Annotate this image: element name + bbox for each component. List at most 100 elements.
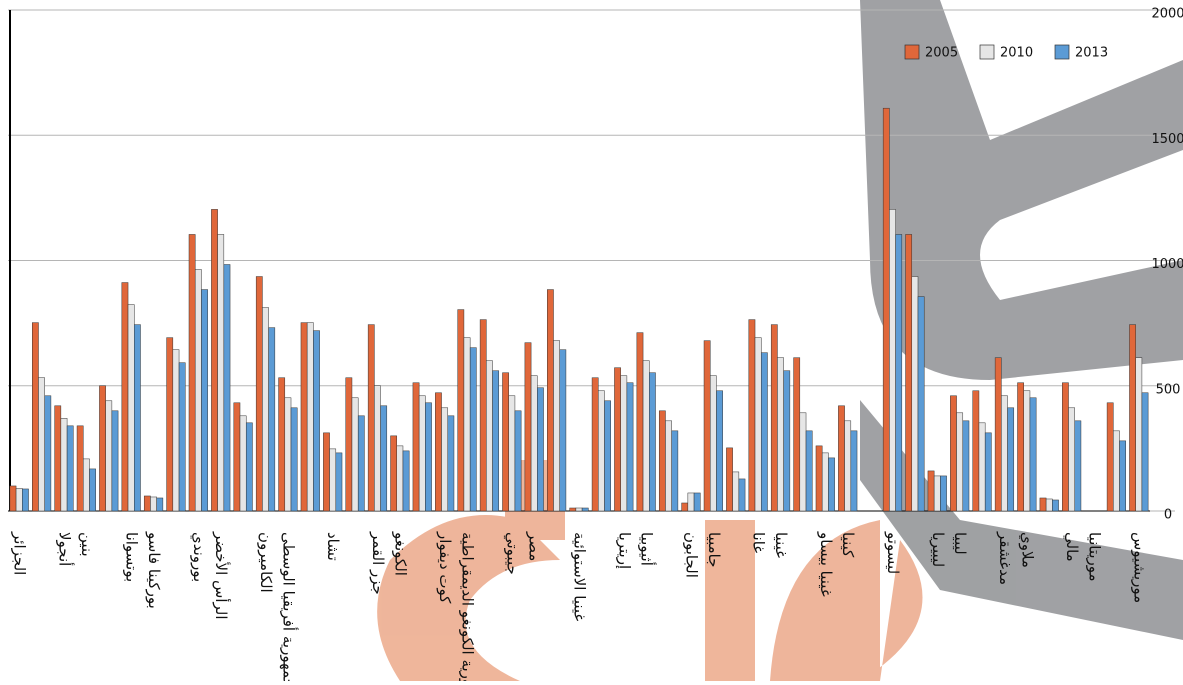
bar — [134, 324, 141, 512]
bar — [917, 296, 925, 512]
bar — [559, 349, 567, 512]
x-tick-label: غينيا بيساو — [817, 531, 835, 597]
x-tick-label: الرأس الأخضر — [212, 531, 231, 620]
bar — [838, 405, 845, 512]
bar — [658, 410, 666, 512]
bar — [1062, 382, 1069, 512]
bar — [357, 415, 365, 512]
bar — [1017, 382, 1024, 512]
bar — [760, 352, 768, 512]
bar — [1113, 430, 1120, 512]
y-tick-label: 500 — [1156, 382, 1181, 397]
bar — [882, 107, 890, 512]
x-tick-label: جمهورية الكونغو الديمقراطية — [459, 532, 477, 681]
x-tick-label: مدغشقر — [996, 531, 1014, 585]
bar — [1023, 390, 1031, 512]
bar — [1029, 397, 1037, 512]
bar — [726, 447, 733, 512]
x-tick-label: ملاوي — [1017, 532, 1036, 568]
bar — [748, 319, 756, 512]
bar — [172, 349, 180, 512]
bar — [905, 234, 913, 512]
bar — [425, 402, 432, 512]
bar — [530, 375, 538, 512]
bar — [933, 475, 941, 512]
x-tick-label: مالي — [1062, 532, 1081, 562]
x-tick-label: جمهورية أفريقيا الوسطى — [279, 532, 298, 681]
bar — [178, 362, 186, 512]
bar — [66, 425, 74, 512]
x-tick-label: موريشيوس — [1130, 532, 1148, 603]
bar — [703, 340, 711, 512]
bar — [268, 327, 276, 512]
x-tick-label: غينيا — [772, 532, 790, 558]
bar — [911, 276, 919, 512]
bar — [642, 360, 650, 512]
bar — [390, 435, 398, 512]
x-tick-label: غانا — [750, 532, 768, 553]
bar — [1135, 357, 1143, 512]
bar — [537, 387, 544, 512]
bar — [805, 430, 813, 512]
x-tick-label: بوتسوانا — [123, 532, 141, 582]
bar — [709, 375, 717, 512]
legend-swatch — [904, 44, 920, 60]
bar — [821, 452, 829, 512]
bar — [524, 342, 532, 512]
x-tick-label: كوت ديفوار — [436, 531, 454, 604]
y-tick-label: 1000 — [1151, 257, 1183, 272]
bar — [978, 422, 986, 512]
bar — [166, 337, 174, 512]
x-tick-label: الكاميرون — [257, 532, 275, 593]
x-tick-label: الجابون — [682, 532, 700, 578]
bar — [1129, 324, 1136, 512]
x-tick-label: جامبيا — [705, 532, 723, 568]
bar — [156, 497, 164, 512]
bar — [895, 234, 903, 512]
x-tick-label: بوروندي — [189, 532, 208, 582]
bar — [201, 289, 208, 512]
bar — [329, 448, 337, 512]
bar — [306, 322, 314, 512]
bar — [1039, 497, 1047, 512]
bar — [278, 377, 286, 512]
bar — [889, 209, 896, 512]
bar — [9, 485, 17, 512]
bar — [626, 382, 634, 512]
x-tick-label: جزر القمر — [369, 531, 387, 595]
x-tick-label: تشاد — [324, 532, 342, 561]
bar — [44, 395, 52, 512]
bar — [844, 420, 852, 512]
x-tick-label: غينيا الاستوائية — [571, 532, 589, 621]
bar — [956, 412, 964, 512]
bar — [367, 324, 375, 512]
bar — [950, 395, 957, 512]
bar — [351, 397, 359, 512]
bar — [345, 377, 353, 512]
bar — [1052, 499, 1059, 512]
bar — [143, 495, 151, 512]
bar — [150, 496, 157, 512]
bar — [620, 375, 628, 512]
x-tick-label: ليبيريا — [929, 532, 947, 567]
bar — [255, 276, 263, 512]
y-tick-label: 1500 — [1151, 132, 1183, 147]
bar — [738, 478, 746, 512]
bar — [994, 357, 1002, 512]
bar — [313, 330, 320, 512]
bar — [687, 492, 695, 512]
legend-label: 2005 — [925, 46, 958, 61]
bar — [1106, 402, 1114, 512]
bar — [435, 392, 442, 512]
bar — [479, 319, 487, 512]
bar — [665, 420, 672, 512]
bar — [962, 420, 970, 512]
bar — [754, 337, 762, 512]
bar — [211, 209, 218, 512]
bar — [502, 372, 509, 512]
x-tick-label: الكونغو — [391, 531, 409, 576]
bar — [89, 468, 96, 512]
bar — [469, 347, 477, 512]
bar — [463, 337, 471, 512]
x-tick-label: بنين — [78, 532, 96, 557]
